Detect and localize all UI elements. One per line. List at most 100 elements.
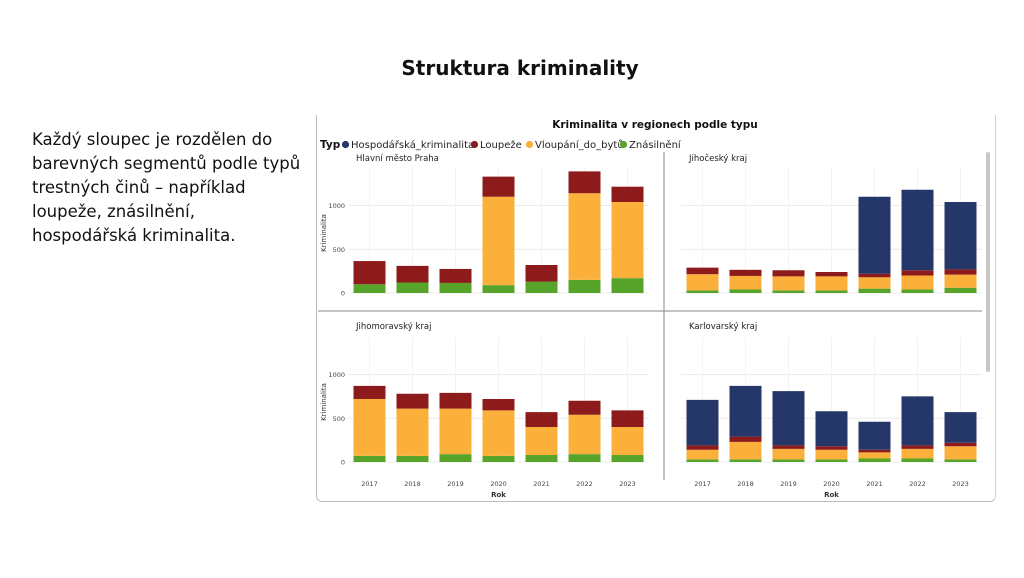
slide-description: Každý sloupec je rozdělen do barevných s…: [32, 130, 301, 245]
bar-zn-siln-n--2023: [611, 455, 644, 462]
legend-marker-zn-siln-n-: [619, 140, 628, 149]
bar-hospod-sk-kriminalita-2021: [858, 421, 891, 450]
bar-hospod-sk-kriminalita-2022: [901, 396, 934, 446]
panel-title: Jihočeský kraj: [688, 153, 747, 164]
bar-hospod-sk-kriminalita-2021: [858, 196, 891, 274]
bar-loupe-e-2023: [944, 442, 977, 447]
bar-zn-siln-n--2018: [729, 459, 762, 462]
bar-zn-siln-n--2023: [944, 459, 977, 462]
bar-loupe-e-2017: [686, 267, 719, 275]
bar-loupe-e-2019: [772, 445, 805, 449]
bar-loupe-e-2022: [901, 445, 934, 449]
bar-vloup-n-do-byt--2020: [482, 196, 515, 286]
x-tick-label: 2020: [490, 480, 507, 488]
bar-loupe-e-2020: [482, 176, 515, 197]
chart-scrollbar[interactable]: [986, 152, 990, 372]
bar-zn-siln-n--2021: [525, 455, 558, 462]
bar-vloup-n-do-byt--2022: [901, 275, 934, 290]
bar-vloup-n-do-byt--2018: [729, 275, 762, 290]
y-tick-label: 0: [341, 459, 345, 467]
y-axis-label: Kriminalita: [320, 383, 328, 421]
bar-vloup-n-do-byt--2022: [568, 193, 601, 280]
y-tick-label: 500: [333, 415, 345, 423]
bar-loupe-e-2019: [772, 270, 805, 277]
bar-vloup-n-do-byt--2023: [944, 274, 977, 288]
x-tick-label: 2018: [404, 480, 421, 488]
bar-hospod-sk-kriminalita-2017: [686, 399, 719, 446]
bar-loupe-e-2023: [944, 269, 977, 275]
bar-zn-siln-n--2022: [568, 454, 601, 462]
bar-zn-siln-n--2021: [858, 288, 891, 293]
bar-loupe-e-2020: [815, 446, 848, 450]
bar-loupe-e-2022: [901, 270, 934, 276]
x-axis-label: Rok: [824, 491, 839, 499]
panel-title: Jihomoravský kraj: [355, 322, 431, 332]
bar-zn-siln-n--2018: [396, 282, 429, 293]
y-tick-label: 1000: [328, 202, 345, 210]
bar-loupe-e-2020: [815, 272, 848, 277]
x-tick-label: 2017: [694, 480, 711, 488]
bar-loupe-e-2020: [482, 399, 515, 411]
bar-vloup-n-do-byt--2020: [815, 276, 848, 291]
bar-vloup-n-do-byt--2021: [858, 277, 891, 289]
bar-hospod-sk-kriminalita-2018: [729, 385, 762, 437]
bar-loupe-e-2021: [858, 273, 891, 278]
bar-zn-siln-n--2022: [568, 279, 601, 293]
bar-zn-siln-n--2018: [396, 455, 429, 462]
bar-zn-siln-n--2018: [729, 289, 762, 293]
bar-loupe-e-2018: [396, 393, 429, 409]
bar-zn-siln-n--2017: [353, 455, 386, 462]
legend-marker-loupe-e: [470, 140, 479, 149]
bar-zn-siln-n--2022: [901, 458, 934, 462]
bar-loupe-e-2018: [729, 436, 762, 442]
y-axis-label: Kriminalita: [320, 214, 328, 252]
bar-hospod-sk-kriminalita-2019: [772, 391, 805, 446]
bar-hospod-sk-kriminalita-2023: [944, 202, 977, 270]
x-tick-label: 2022: [909, 480, 926, 488]
x-tick-label: 2019: [780, 480, 797, 488]
bar-loupe-e-2023: [611, 186, 644, 202]
bar-zn-siln-n--2019: [772, 290, 805, 293]
panel-title: Hlavní město Praha: [356, 154, 439, 164]
bar-loupe-e-2018: [396, 265, 429, 283]
bar-zn-siln-n--2021: [858, 458, 891, 462]
bar-zn-siln-n--2022: [901, 289, 934, 293]
bar-zn-siln-n--2020: [482, 455, 515, 462]
x-axis-label: Rok: [491, 491, 506, 499]
bar-vloup-n-do-byt--2020: [482, 410, 515, 456]
chart-frame: [316, 115, 996, 502]
bar-zn-siln-n--2023: [944, 287, 977, 293]
bar-hospod-sk-kriminalita-2023: [944, 412, 977, 443]
bar-zn-siln-n--2017: [686, 290, 719, 293]
bar-loupe-e-2022: [568, 400, 601, 415]
bar-hospod-sk-kriminalita-2020: [815, 411, 848, 447]
chart-title: Kriminalita v regionech podle typu: [552, 119, 758, 131]
bar-vloup-n-do-byt--2018: [396, 408, 429, 456]
x-tick-label: 2023: [952, 480, 969, 488]
bar-vloup-n-do-byt--2017: [686, 449, 719, 460]
y-tick-label: 0: [341, 290, 345, 298]
panel-title: Karlovarský kraj: [689, 322, 757, 332]
bar-zn-siln-n--2020: [815, 459, 848, 462]
y-tick-label: 1000: [328, 371, 345, 379]
bar-loupe-e-2017: [353, 385, 386, 399]
bar-zn-siln-n--2019: [772, 459, 805, 462]
x-tick-label: 2022: [576, 480, 593, 488]
bar-loupe-e-2017: [353, 261, 386, 285]
bar-vloup-n-do-byt--2018: [729, 441, 762, 460]
x-tick-label: 2023: [619, 480, 636, 488]
x-tick-label: 2021: [866, 480, 883, 488]
bar-vloup-n-do-byt--2022: [901, 448, 934, 459]
bar-vloup-n-do-byt--2019: [439, 408, 472, 455]
bar-vloup-n-do-byt--2017: [686, 274, 719, 291]
y-tick-label: 500: [333, 246, 345, 254]
bar-loupe-e-2021: [858, 449, 891, 453]
bar-vloup-n-do-byt--2017: [353, 399, 386, 456]
legend-label-vloup-n-do-byt-: Vloupání_do_bytů: [535, 139, 624, 151]
bar-vloup-n-do-byt--2019: [772, 276, 805, 291]
bar-zn-siln-n--2020: [482, 285, 515, 293]
legend-title: Typ: [320, 139, 341, 151]
bar-loupe-e-2021: [525, 265, 558, 282]
bar-zn-siln-n--2023: [611, 278, 644, 293]
